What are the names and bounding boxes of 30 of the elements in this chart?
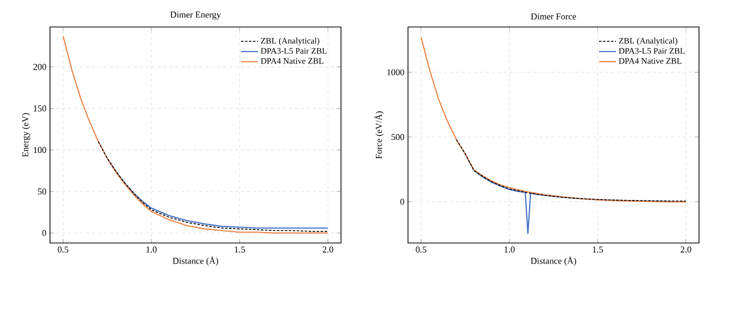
y-tick-label: 0 xyxy=(42,230,46,236)
y-tick-label: 0 xyxy=(400,198,404,205)
y-axis-title: Force (eV/Å) xyxy=(374,111,384,159)
y-tick-label: 500 xyxy=(392,134,404,140)
line-series xyxy=(420,36,687,203)
x-tick-label: 2.0 xyxy=(322,246,334,253)
legend-label: DPA3-L5 Pair ZBL xyxy=(618,48,685,54)
legend-label: ZBL (Analytical) xyxy=(619,38,678,46)
chart-title: Dimer Energy xyxy=(170,12,221,20)
y-tick-label: 1000 xyxy=(387,69,404,76)
chart-title: Dimer Force xyxy=(530,13,576,20)
x-tick-label: 2.0 xyxy=(680,246,692,253)
x-tick-label: 0.5 xyxy=(58,246,68,253)
x-tick-label: 1.5 xyxy=(234,246,245,253)
x-tick-label: 1.0 xyxy=(504,246,515,253)
legend-label: ZBL (Analytical) xyxy=(261,38,320,46)
line-series xyxy=(98,141,328,232)
x-tick-label: 1.0 xyxy=(146,246,157,253)
y-axis-title: Energy (eV) xyxy=(22,113,30,157)
y-tick-label: 100 xyxy=(34,146,46,153)
x-tick-label: 0.5 xyxy=(416,246,426,253)
x-axis-title: Distance (Å) xyxy=(172,256,218,266)
legend-label: DPA4 Native ZBL xyxy=(260,58,324,64)
legend-label: DPA3-L5 Pair ZBL xyxy=(260,48,327,54)
x-tick-label: 1.5 xyxy=(592,246,603,253)
y-tick-label: 150 xyxy=(34,105,46,112)
legend-label: DPA4 Native ZBL xyxy=(618,58,682,64)
y-tick-label: 50 xyxy=(38,188,46,195)
y-tick-label: 200 xyxy=(33,64,46,70)
x-axis-title: Distance (Å) xyxy=(530,256,576,266)
